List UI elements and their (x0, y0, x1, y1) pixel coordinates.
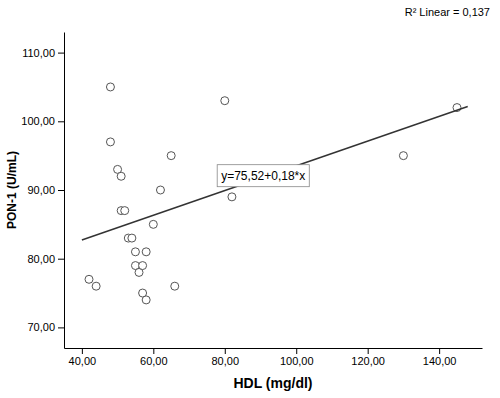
tick-mark (153, 348, 154, 354)
point (167, 152, 175, 160)
x-axis-title: HDL (mg/dl) (233, 375, 312, 391)
plot: 40,00 60,00 80,00 100,00 120,00 140,00 70,00 80… (21, 33, 482, 367)
fit-line (82, 106, 468, 240)
annotation-box (217, 165, 309, 187)
point (121, 207, 129, 215)
tick-label: 100,00 (280, 355, 314, 367)
tick-label: 100,00 (21, 115, 55, 127)
point (228, 193, 236, 201)
tick: 80,00 (27, 253, 64, 265)
tick-mark (82, 348, 83, 354)
tick-mark (439, 348, 440, 354)
tick-mark (368, 348, 369, 354)
tick-label: 40,00 (69, 355, 97, 367)
annotation-text: R² Linear = 0,137 (405, 6, 490, 18)
tick-label: 110,00 (22, 47, 55, 59)
y-axis: 70,00 80,00 90,00 100,00 110,00 (21, 33, 64, 349)
tick-mark (225, 348, 226, 354)
tick: 100,00 (280, 348, 314, 367)
tick-mark (58, 327, 64, 328)
tick: 40,00 (69, 348, 97, 367)
tick-label: 90,00 (27, 184, 55, 196)
tick-label: 120,00 (351, 355, 385, 367)
x-axis-line (65, 348, 483, 349)
tick-label: 80,00 (27, 253, 55, 265)
annotation-text: y=75,52+0,18*x (221, 169, 305, 183)
point (128, 234, 136, 242)
x-axis: 40,00 60,00 80,00 100,00 120,00 140,00 (65, 348, 483, 367)
point (171, 282, 179, 290)
tick: 100,00 (21, 115, 64, 127)
point (142, 296, 150, 304)
point (149, 220, 157, 228)
y-axis-line (64, 33, 65, 349)
tick-mark (58, 121, 64, 122)
point (221, 97, 229, 105)
chart: 40,00 60,00 80,00 100,00 120,00 140,00 70,00 80… (0, 0, 500, 398)
tick: 90,00 (27, 184, 64, 196)
tick: 60,00 (140, 348, 168, 367)
tick-mark (296, 348, 297, 354)
tick-mark (58, 190, 64, 191)
tick-label: 80,00 (212, 355, 240, 367)
tick-mark (58, 259, 64, 260)
tick-label: 70,00 (27, 321, 55, 333)
tick: 120,00 (351, 348, 385, 367)
point (142, 248, 150, 256)
tick: 80,00 (212, 348, 240, 367)
point (156, 186, 164, 194)
tick: 70,00 (27, 321, 64, 333)
marks (82, 83, 468, 304)
point (131, 248, 139, 256)
tick: 140,00 (423, 348, 457, 367)
tick-mark (58, 53, 64, 54)
point (92, 282, 100, 290)
tick-label: 60,00 (140, 355, 168, 367)
tick: 110,00 (22, 47, 64, 59)
point (117, 172, 125, 180)
annotation: y=75,52+0,18*x (217, 165, 309, 187)
point (106, 83, 114, 91)
point (139, 262, 147, 270)
point (399, 152, 407, 160)
tick-label: 140,00 (423, 355, 457, 367)
point (85, 275, 93, 283)
point (106, 138, 114, 146)
y-axis-title: PON-1 (U/mL) (5, 151, 19, 229)
